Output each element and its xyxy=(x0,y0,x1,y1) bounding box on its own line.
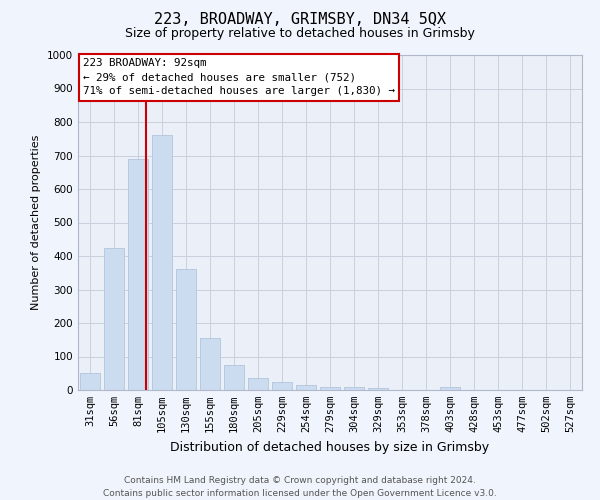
Bar xyxy=(152,136,172,390)
Bar xyxy=(368,388,388,390)
Bar xyxy=(128,159,148,390)
Text: 223 BROADWAY: 92sqm
← 29% of detached houses are smaller (752)
71% of semi-detac: 223 BROADWAY: 92sqm ← 29% of detached ho… xyxy=(83,58,395,96)
Bar xyxy=(80,373,100,390)
Bar xyxy=(248,378,268,390)
Bar xyxy=(176,270,196,390)
Bar xyxy=(344,388,364,390)
Bar xyxy=(200,338,220,390)
Bar xyxy=(224,365,244,390)
X-axis label: Distribution of detached houses by size in Grimsby: Distribution of detached houses by size … xyxy=(170,440,490,454)
Bar xyxy=(296,385,316,390)
Bar xyxy=(440,388,460,390)
Text: Size of property relative to detached houses in Grimsby: Size of property relative to detached ho… xyxy=(125,28,475,40)
Bar xyxy=(320,386,340,390)
Bar xyxy=(272,382,292,390)
Bar xyxy=(104,248,124,390)
Text: 223, BROADWAY, GRIMSBY, DN34 5QX: 223, BROADWAY, GRIMSBY, DN34 5QX xyxy=(154,12,446,28)
Y-axis label: Number of detached properties: Number of detached properties xyxy=(31,135,41,310)
Text: Contains HM Land Registry data © Crown copyright and database right 2024.
Contai: Contains HM Land Registry data © Crown c… xyxy=(103,476,497,498)
